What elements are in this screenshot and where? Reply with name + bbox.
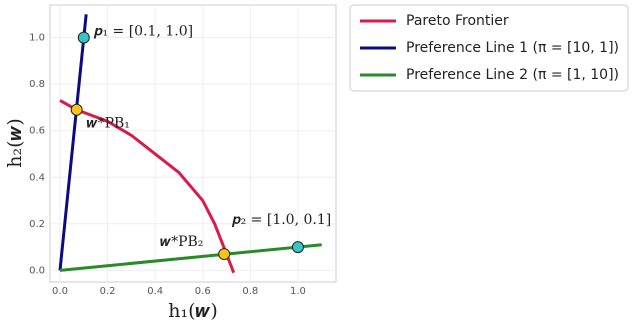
point [291, 241, 304, 254]
y-tick-label: 0.8 [29, 79, 45, 90]
point-label: 𝒑₁ = [0.1, 1.0] [94, 24, 193, 40]
x-axis-label: h₁(𝒘) [168, 300, 218, 322]
legend-label: Preference Line 2 (π = [1, 10]) [406, 67, 619, 83]
x-tick-label: 0.6 [195, 286, 211, 297]
legend-label: Pareto Frontier [406, 13, 509, 29]
y-tick-label: 0.0 [29, 265, 45, 276]
point-label: 𝒑₂ = [1.0, 0.1] [232, 212, 331, 228]
series-line [59, 99, 236, 274]
x-tick-label: 0.2 [100, 286, 116, 297]
point [218, 248, 231, 261]
point [77, 31, 90, 44]
series-line [59, 243, 322, 272]
x-tick-label: 0.8 [242, 286, 258, 297]
x-tick-label: 0.0 [52, 286, 68, 297]
y-tick-label: 1.0 [29, 33, 45, 44]
plot-frame [49, 4, 337, 283]
y-tick-label: 0.2 [29, 219, 45, 230]
x-tick-label: 1.0 [290, 286, 306, 297]
legend-label: Preference Line 1 (π = [10, 1]) [406, 40, 619, 56]
point [70, 103, 83, 116]
y-tick-label: 0.6 [29, 126, 45, 137]
point-label: 𝒘*PB₁ [87, 116, 130, 132]
series-line [58, 14, 88, 271]
point-label: 𝒘*PB₂ [160, 234, 203, 250]
legend [349, 4, 629, 92]
y-axis-label: h₂(𝒘) [4, 118, 26, 168]
y-tick-label: 0.4 [29, 172, 45, 183]
x-tick-label: 0.4 [147, 286, 163, 297]
